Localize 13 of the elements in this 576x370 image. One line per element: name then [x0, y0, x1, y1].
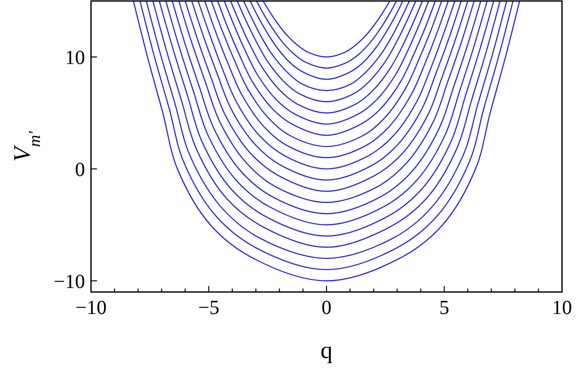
y-tick-label: 10 [65, 46, 85, 69]
line-series [250, 1, 404, 80]
line-series [256, 1, 397, 69]
line-series [262, 1, 390, 58]
line-series [236, 1, 416, 102]
line-series [243, 1, 410, 92]
y-tick-label: −10 [54, 270, 85, 293]
y-tick-label: 0 [75, 158, 85, 181]
x-tick-label: 10 [552, 297, 572, 319]
x-axis-title: q [320, 338, 332, 364]
x-tick-label: 5 [439, 297, 450, 319]
x-tick-label: −5 [198, 297, 220, 319]
x-tick-label: 0 [322, 297, 332, 319]
